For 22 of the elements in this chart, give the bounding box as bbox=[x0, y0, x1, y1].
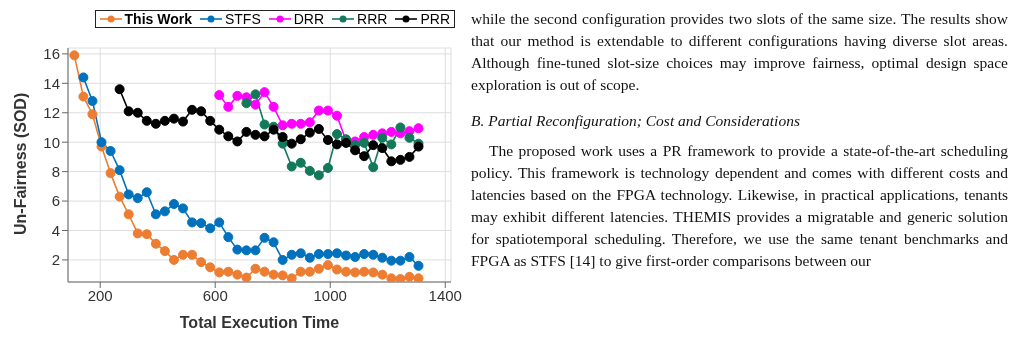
text: The proposed work uses a PR framework to provide a state-of-the-art scheduling policy. This framework is technology dependent and comes with different costs and latencies based on the FPGA technology. Likewise, in practical applications, tenants may exhibit different latencies. THEMIS provides a migratable and generic solution for spatiotemporal scheduling. Therefore, we use the same tenant benchmarks and FPGA as STFS [14] to give first-order comparisons between our bbox=[471, 141, 1008, 271]
x-tick-label: 1400 bbox=[428, 286, 462, 304]
legend-label: This Work bbox=[123, 11, 192, 27]
y-tick-label: 6 bbox=[51, 192, 60, 210]
y-axis-title: Un-Fairness (SOD) bbox=[11, 92, 29, 235]
y-tick-label: 8 bbox=[51, 162, 60, 180]
y-tick-label: 16 bbox=[43, 45, 60, 63]
y-tick-label: 14 bbox=[43, 74, 60, 92]
text: while the second configuration provides two slots of the same size. The results show that our method is extendable to different configurations having diverse slot areas. Although fine-tuned slot-size choices may improve fairness, optimal design space exploration is out of scope. bbox=[471, 9, 1008, 95]
legend-label: RRR bbox=[356, 11, 388, 27]
x-tick-label: 600 bbox=[202, 286, 228, 304]
x-tick-label: 200 bbox=[87, 286, 113, 304]
y-tick-label: 10 bbox=[43, 133, 60, 151]
legend-label: DRR bbox=[292, 11, 325, 27]
x-tick-label: 1000 bbox=[313, 286, 347, 304]
x-axis-title: Total Execution Time bbox=[179, 314, 340, 331]
legend-label: PRR bbox=[419, 11, 450, 27]
legend-label: STFS bbox=[223, 11, 261, 27]
y-tick-label: 12 bbox=[43, 104, 60, 122]
text: B. Partial Reconfiguration; Cost and Considerations bbox=[471, 111, 801, 131]
y-tick-label: 2 bbox=[51, 251, 60, 269]
y-tick-label: 4 bbox=[51, 221, 60, 239]
